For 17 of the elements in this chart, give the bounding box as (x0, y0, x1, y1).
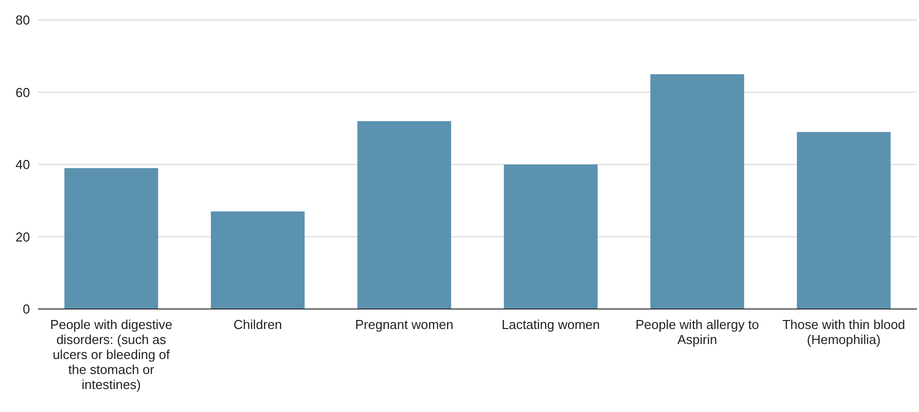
bar (64, 168, 158, 309)
x-tick-label: People with allergy to Aspirin (635, 317, 760, 347)
y-tick-label: 60 (16, 84, 30, 100)
x-tick-label: Those with thin blood (Hemophilia) (782, 317, 906, 347)
bar (357, 121, 452, 309)
x-tick-label: People with digestive disorders: (such as ulcers or bleeding of the stomach or intestines) (50, 317, 172, 392)
bar (504, 164, 598, 309)
y-tick-label: 20 (16, 229, 30, 244)
y-tick-label: 80 (16, 12, 30, 28)
x-tick-label: Pregnant women (355, 317, 454, 332)
bar (650, 74, 744, 309)
bar (210, 211, 305, 309)
x-tick-label: Lactating women (502, 317, 600, 332)
bar (796, 132, 891, 309)
x-tick-label: Children (234, 317, 282, 332)
y-tick-label: 40 (16, 157, 30, 172)
y-tick-label: 0 (22, 302, 30, 317)
